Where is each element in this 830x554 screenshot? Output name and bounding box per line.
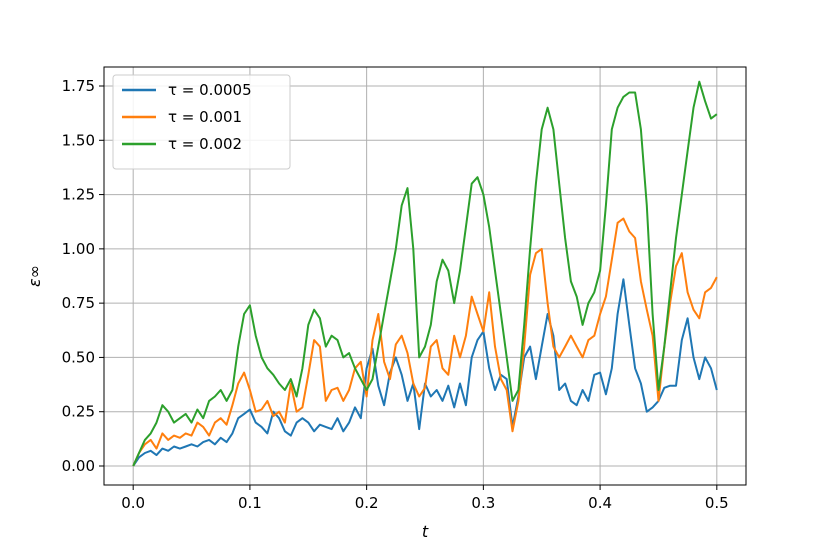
y-tick-label: 0.00 bbox=[62, 457, 95, 475]
x-tick-label: 0.0 bbox=[121, 494, 145, 512]
y-tick-label: 1.50 bbox=[62, 131, 95, 149]
y-tick-label: 1.75 bbox=[62, 77, 95, 95]
y-axis-label: ε∞ bbox=[25, 265, 44, 287]
legend-label: τ = 0.002 bbox=[168, 135, 242, 153]
y-axis-ticks: 0.00 0.25 0.50 0.75 1.00 1.25 1.50 1.75 bbox=[62, 77, 104, 475]
legend-box bbox=[112, 74, 291, 170]
y-tick-label: 1.25 bbox=[62, 186, 95, 204]
y-tick-label: 0.75 bbox=[62, 294, 95, 312]
legend-label: τ = 0.001 bbox=[168, 108, 242, 126]
x-axis-ticks: 0.0 0.1 0.2 0.3 0.4 0.5 bbox=[121, 485, 729, 512]
series-lines bbox=[132, 80, 718, 467]
x-tick-label: 0.1 bbox=[238, 494, 262, 512]
y-tick-label: 1.00 bbox=[62, 240, 95, 258]
y-tick-label: 0.50 bbox=[62, 348, 95, 366]
plot-frame bbox=[103, 66, 747, 486]
grid-lines bbox=[104, 67, 746, 485]
series-line-2 bbox=[132, 217, 718, 467]
x-tick-label: 0.2 bbox=[355, 494, 379, 512]
series-line-3 bbox=[132, 80, 718, 467]
x-tick-label: 0.4 bbox=[588, 494, 612, 512]
legend-label: τ = 0.0005 bbox=[168, 81, 252, 99]
x-tick-label: 0.3 bbox=[471, 494, 495, 512]
legend: τ = 0.0005 τ = 0.001 τ = 0.002 bbox=[112, 74, 291, 170]
y-tick-label: 0.25 bbox=[62, 403, 95, 421]
x-tick-label: 0.5 bbox=[705, 494, 729, 512]
x-axis-label: t bbox=[422, 522, 429, 541]
series-line-1 bbox=[132, 278, 718, 467]
